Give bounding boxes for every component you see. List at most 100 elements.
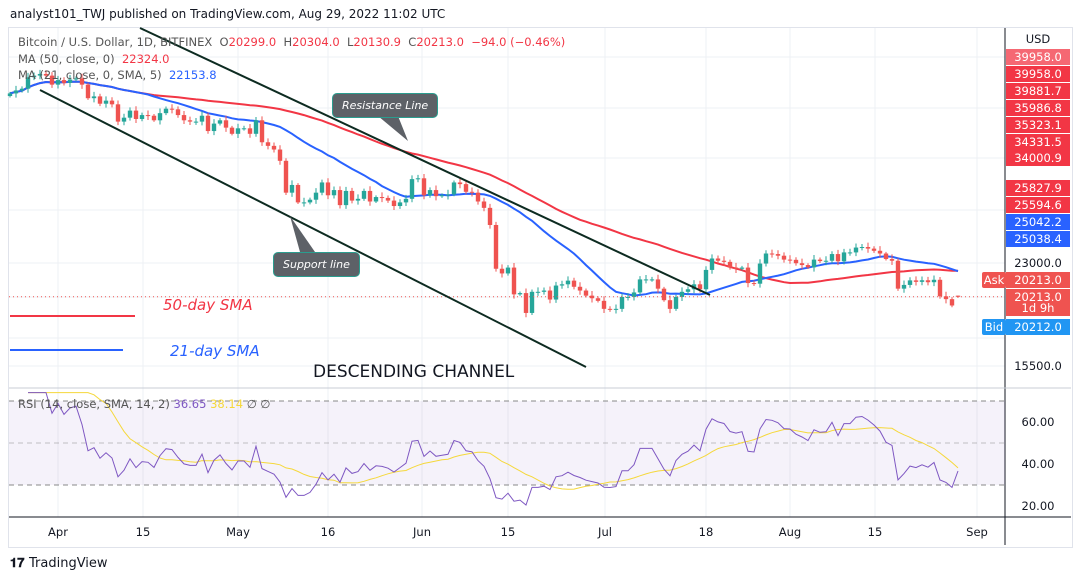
open-value: 20299.0 — [228, 35, 277, 49]
candle-body — [661, 288, 667, 301]
candle-body — [241, 128, 247, 130]
price-axis-label: 23000.0 — [1014, 256, 1062, 270]
candle-body — [847, 252, 853, 254]
symbol-label: Bitcoin / U.S. Dollar, 1D, BITFINEX — [18, 35, 213, 49]
resistance-note-pointer — [378, 116, 408, 141]
candle-body — [457, 182, 463, 185]
candle-body — [505, 267, 511, 274]
candle-body — [469, 191, 475, 193]
candle-body — [601, 300, 607, 309]
publisher-line: analyst101_TWJ published on TradingView.… — [10, 7, 446, 21]
candle-body — [955, 295, 961, 297]
candle-body — [463, 184, 469, 192]
candle-body — [421, 178, 427, 196]
candle-body — [619, 296, 625, 309]
candle-body — [31, 75, 37, 78]
candle-body — [301, 202, 307, 204]
candle-body — [907, 280, 913, 285]
currency-label: USD — [1025, 32, 1051, 46]
candle-body — [919, 280, 925, 282]
candle-body — [655, 279, 661, 289]
candle-body — [727, 261, 733, 268]
candle-body — [91, 96, 97, 99]
price-axis-label: 1d 9h — [1006, 302, 1070, 316]
candle-body — [475, 192, 481, 202]
sma21-annotation[interactable]: 21-day SMA — [170, 342, 260, 360]
candle-body — [271, 145, 277, 150]
candle-body — [319, 182, 325, 193]
candle-body — [781, 255, 787, 260]
candle-body — [835, 254, 841, 262]
legend-ma21[interactable]: MA (21, close, 0, SMA, 5) 22153.8 — [18, 68, 217, 82]
l-label: L — [347, 35, 354, 49]
rsi-sma-line — [28, 392, 959, 490]
candle-body — [355, 198, 361, 201]
candle-body — [949, 299, 955, 306]
candle-body — [559, 284, 565, 286]
candle-body — [43, 73, 49, 76]
candle-body — [169, 108, 175, 110]
channel-annotation[interactable]: DESCENDING CHANNEL — [313, 362, 515, 382]
time-axis-label: Sep — [966, 525, 988, 539]
candle-body — [667, 300, 673, 309]
candle-body — [673, 296, 679, 309]
candle-body — [901, 284, 907, 289]
candle-body — [295, 184, 301, 203]
support-line-note[interactable]: Support line — [273, 252, 360, 277]
candle-body — [739, 267, 745, 269]
candle-body — [427, 190, 433, 196]
legend-ma50[interactable]: MA (50, close, 0) 22324.0 — [18, 52, 170, 66]
candle-body — [157, 113, 163, 121]
candle-body — [511, 267, 517, 295]
candle-body — [445, 194, 451, 196]
time-axis-label: May — [226, 525, 250, 539]
candle-body — [823, 260, 829, 262]
price-axis-label: 35323.1 — [1006, 117, 1070, 133]
ma21-label: MA (21, close, 0, SMA, 5) — [18, 68, 162, 82]
candle-body — [523, 293, 529, 313]
legend-ohlc: Bitcoin / U.S. Dollar, 1D, BITFINEX O202… — [18, 35, 565, 49]
candle-body — [373, 197, 379, 202]
candle-body — [553, 285, 559, 300]
candle-body — [205, 115, 211, 132]
candle-body — [265, 142, 271, 146]
candle-body — [763, 253, 769, 264]
support-trendline — [39, 89, 587, 368]
candle-body — [67, 79, 73, 83]
brand-text: TradingView — [29, 556, 108, 571]
candle-body — [607, 308, 613, 310]
candle-body — [499, 268, 505, 274]
price-axis-label: 34000.9 — [1006, 150, 1070, 166]
legend-rsi[interactable]: RSI (14, close, SMA, 14, 2) 36.65 38.14 … — [18, 397, 270, 411]
rsi-value: 36.65 — [173, 397, 207, 411]
tv-logo-icon: 𝟏𝟕 — [10, 556, 25, 571]
candle-body — [73, 78, 79, 80]
candle-body — [829, 254, 835, 261]
candle-body — [481, 201, 487, 208]
candle-body — [577, 286, 583, 291]
o-label: O — [219, 35, 229, 49]
candle-body — [883, 253, 889, 260]
candle-body — [229, 127, 235, 134]
price-axis-label: 39958.0 — [1006, 66, 1070, 82]
sma50-annotation[interactable]: 50-day SMA — [163, 296, 253, 314]
h-label: H — [283, 35, 293, 49]
price-axis-label: 39881.7 — [1006, 83, 1070, 99]
resistance-line-note[interactable]: Resistance Line — [332, 93, 439, 118]
candle-body — [769, 253, 775, 255]
candle-body — [451, 182, 457, 195]
candle-body — [331, 190, 337, 196]
candle-body — [517, 293, 523, 295]
candle-body — [745, 267, 751, 284]
candle-body — [211, 123, 217, 132]
candle-body — [679, 291, 685, 297]
candle-body — [853, 247, 859, 253]
candle-body — [913, 280, 919, 282]
bid-tag: Bid — [982, 319, 1006, 335]
candle-body — [109, 100, 115, 105]
candle-body — [805, 265, 811, 268]
candle-body — [97, 96, 103, 104]
candle-body — [787, 259, 793, 261]
candle-body — [721, 260, 727, 262]
